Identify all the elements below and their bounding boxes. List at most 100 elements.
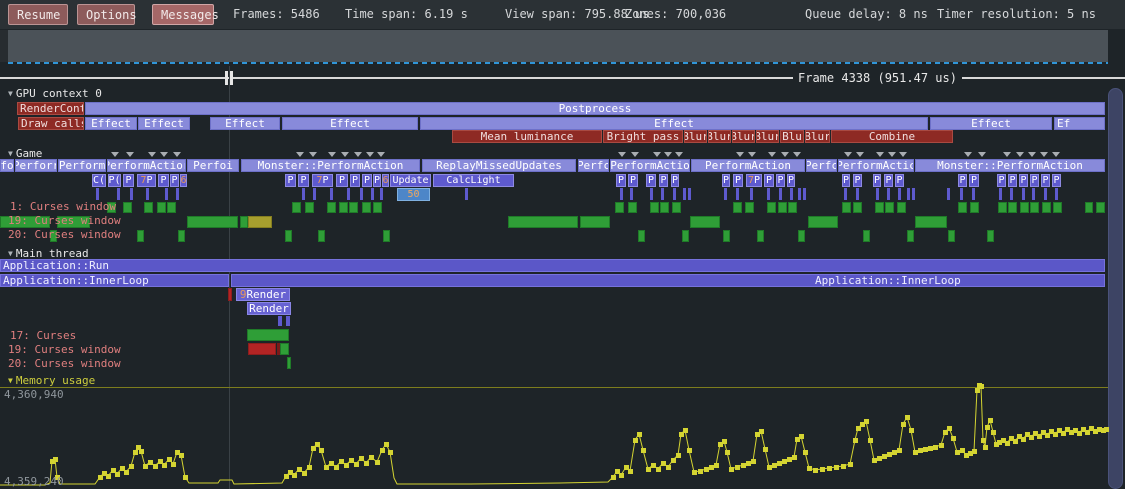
zone-tick[interactable] — [683, 188, 686, 200]
zone-bar[interactable]: P — [628, 174, 638, 187]
zone-box[interactable] — [745, 202, 754, 213]
collapsed-zones-marker-icon[interactable] — [675, 152, 683, 157]
zone-box[interactable] — [187, 216, 238, 228]
zone-box[interactable] — [788, 202, 797, 213]
collapsed-zones-marker-icon[interactable] — [653, 152, 661, 157]
zone-tick[interactable] — [117, 188, 120, 200]
thread-row-label[interactable]: 17: Curses — [10, 329, 77, 342]
zone-tick[interactable] — [887, 188, 890, 200]
collapsed-zones-marker-icon[interactable] — [1016, 152, 1024, 157]
zone-bar[interactable]: P — [853, 174, 862, 187]
zone-bar[interactable]: Effect — [930, 117, 1052, 130]
collapsed-zones-marker-icon[interactable] — [899, 152, 907, 157]
collapsed-zones-marker-icon[interactable] — [631, 152, 639, 157]
collapsed-zones-marker-icon[interactable] — [354, 152, 362, 157]
zone-tick[interactable] — [960, 188, 963, 200]
zone-bar[interactable] — [231, 274, 1105, 287]
zone-bar[interactable]: P — [722, 174, 730, 187]
zone-box[interactable] — [305, 202, 314, 213]
zone-bar[interactable]: Blu — [780, 130, 804, 143]
collapsed-zones-marker-icon[interactable] — [736, 152, 744, 157]
zone-box[interactable] — [1042, 202, 1051, 213]
zone-box[interactable] — [292, 202, 301, 213]
zone-tick[interactable] — [673, 188, 676, 200]
zone-bar[interactable]: P — [158, 174, 169, 187]
zone-tick[interactable] — [912, 188, 915, 200]
zone-bar[interactable]: P — [659, 174, 668, 187]
frame-boundary-marker[interactable] — [225, 71, 228, 85]
zone-bar[interactable] — [228, 288, 232, 301]
collapsed-zones-marker-icon[interactable] — [793, 152, 801, 157]
zone-bar[interactable]: P — [884, 174, 893, 187]
zone-bar[interactable]: Perfoi — [187, 159, 239, 172]
zone-tick[interactable] — [176, 188, 179, 200]
collapse-triangle-icon[interactable]: ▼ — [8, 89, 13, 98]
zone-bar[interactable] — [277, 343, 280, 355]
zone-bar[interactable]: 9 Render — [236, 288, 290, 301]
zone-bar[interactable]: RenderConte — [17, 102, 84, 115]
zone-tick[interactable] — [313, 188, 316, 200]
thread-row-label[interactable]: 19: Curses window — [8, 343, 121, 356]
collapsed-zones-marker-icon[interactable] — [768, 152, 776, 157]
thread-row-label[interactable]: 19: Curses window — [8, 214, 121, 227]
zone-bar[interactable]: P — [969, 174, 979, 187]
zone-box[interactable] — [798, 230, 805, 242]
zone-bar[interactable]: PerformActic — [838, 159, 914, 172]
zone-bar[interactable]: ReplayMissedUpdates — [422, 159, 576, 172]
zone-bar[interactable]: CalcLight — [433, 174, 514, 187]
zone-bar[interactable]: P — [733, 174, 743, 187]
zone-tick[interactable] — [380, 188, 383, 200]
zone-box[interactable] — [897, 202, 906, 213]
zone-box[interactable] — [123, 202, 132, 213]
zone-bar[interactable]: Effect — [85, 117, 137, 130]
zone-bar[interactable]: fo — [0, 159, 14, 172]
collapsed-zones-marker-icon[interactable] — [876, 152, 884, 157]
zone-bar[interactable]: P — [1052, 174, 1061, 187]
zone-box[interactable] — [362, 202, 371, 213]
zone-bar[interactable]: Blur — [805, 130, 830, 143]
zone-tick[interactable] — [999, 188, 1002, 200]
zone-box[interactable] — [1008, 202, 1017, 213]
zone-box[interactable] — [958, 202, 967, 213]
zone-tick[interactable] — [947, 188, 950, 200]
zone-bar[interactable]: P — [671, 174, 679, 187]
zone-bar[interactable]: Perform — [58, 159, 106, 172]
zone-box[interactable] — [682, 230, 689, 242]
zone-box[interactable] — [57, 216, 90, 228]
zone-tick[interactable] — [736, 188, 739, 200]
zone-tick[interactable] — [360, 188, 363, 200]
zone-box[interactable] — [107, 202, 116, 213]
zone-tick[interactable] — [661, 188, 664, 200]
collapsed-zones-marker-icon[interactable] — [366, 152, 374, 157]
zone-bar[interactable]: Blur — [756, 130, 779, 143]
zone-tick[interactable] — [146, 188, 149, 200]
zone-bar[interactable]: 50 — [397, 188, 430, 201]
zone-bar[interactable]: Monster::PerformAction — [915, 159, 1105, 172]
zone-box[interactable] — [723, 230, 730, 242]
zone-tick[interactable] — [650, 188, 653, 200]
zone-bar[interactable]: P — [373, 174, 381, 187]
zone-bar[interactable]: Perfc — [578, 159, 609, 172]
zone-bar[interactable]: Effect — [138, 117, 190, 130]
zone-box[interactable] — [907, 230, 914, 242]
zone-bar[interactable]: P — [170, 174, 179, 187]
zone-bar[interactable] — [247, 329, 289, 341]
zone-bar[interactable]: Mean luminance — [452, 130, 602, 143]
zone-bar[interactable]: P — [616, 174, 626, 187]
zone-box[interactable] — [767, 202, 776, 213]
zone-tick[interactable] — [856, 188, 859, 200]
collapsed-zones-marker-icon[interactable] — [328, 152, 336, 157]
zone-bar[interactable]: Application::InnerLoop — [0, 274, 229, 287]
zone-box[interactable] — [863, 230, 870, 242]
zone-bar[interactable]: Blur — [732, 130, 755, 143]
zone-tick[interactable] — [972, 188, 975, 200]
collapse-triangle-icon[interactable]: ▼ — [8, 149, 13, 158]
zone-tick[interactable] — [302, 188, 305, 200]
zone-bar[interactable]: P — [646, 174, 656, 187]
zone-box[interactable] — [885, 202, 894, 213]
zone-tick[interactable] — [130, 188, 133, 200]
zone-tick[interactable] — [1032, 188, 1035, 200]
zone-bar[interactable]: P — [336, 174, 348, 187]
